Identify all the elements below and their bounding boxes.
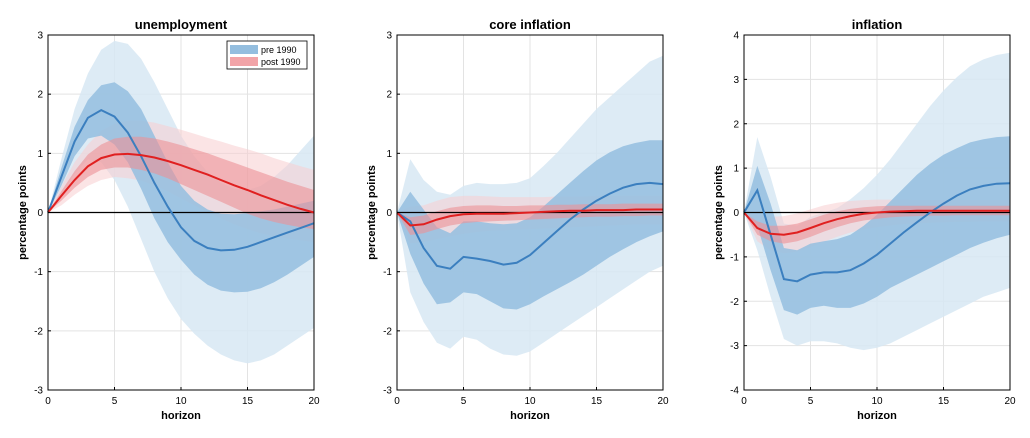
series-line-pre-1990 [47,108,315,252]
y-tick-label: 3 [37,31,43,42]
series-line-pre-1990 [396,181,664,270]
y-tick-label: 1 [386,149,392,160]
chart-panel-0: 0 5 10 15 20 -3 -2 -1 0 1 2 3 unemployment horizon per… [17,17,320,422]
x-tick-label: 10 [871,396,883,407]
y-tick-label: 2 [37,90,43,101]
x-tick-label: 15 [938,396,950,407]
chart-title: core inflation [489,17,571,32]
y-axis-label: percentage points [17,165,29,260]
band-inner-post-1990 [48,136,314,230]
chart-panel-2: 0 5 10 15 20 -4 -3 -2 -1 0 1 2 3 4 inflation horizon per… [713,17,1016,422]
chart-title: unemployment [135,17,228,32]
y-tick-label: 3 [733,75,739,86]
x-axis-label: horizon [857,410,897,422]
y-axis-label: percentage points [366,165,378,260]
x-tick-label: 20 [308,396,320,407]
y-tick-label: 4 [733,31,739,42]
y-tick-label: 0 [386,208,392,219]
y-tick-label: 2 [386,90,392,101]
legend-label: pre 1990 [261,45,297,55]
series-line-post-1990 [743,209,1010,236]
legend: pre 1990 post 1990 [226,40,308,70]
series-line-post-1990 [396,208,663,227]
legend-label: post 1990 [261,57,301,67]
legend-swatch-pre-1990 [230,45,258,54]
y-tick-label: -4 [730,386,739,397]
x-axis-label: horizon [510,410,550,422]
band-inner-post-1990 [744,205,1010,244]
y-tick-label: 1 [37,149,43,160]
x-tick-label: 20 [657,396,669,407]
y-tick-label: -1 [383,267,392,278]
y-tick-label: -2 [34,326,43,337]
x-tick-label: 5 [461,396,467,407]
chart-title: inflation [852,17,903,32]
band-inner-post-1990 [397,203,663,235]
y-tick-label: 0 [733,208,739,219]
x-tick-label: 5 [808,396,814,407]
y-tick-label: 3 [386,31,392,42]
x-tick-label: 10 [175,396,187,407]
x-tick-label: 0 [394,396,400,407]
x-tick-label: 15 [591,396,603,407]
x-tick-label: 20 [1004,396,1016,407]
band-inner-pre-1990 [397,140,663,310]
y-tick-label: 2 [733,119,739,130]
y-tick-label: -1 [730,252,739,263]
y-tick-label: -3 [34,386,43,397]
y-tick-label: -3 [383,386,392,397]
x-tick-label: 10 [524,396,536,407]
y-tick-label: -2 [383,326,392,337]
y-tick-label: 1 [733,164,739,175]
series-line-pre-1990 [743,182,1011,283]
y-axis-label: percentage points [713,165,725,260]
band-inner-pre-1990 [48,82,314,293]
y-tick-label: -2 [730,297,739,308]
legend-swatch-post-1990 [230,57,258,66]
chart-panel-1: 0 5 10 15 20 -3 -2 -1 0 1 2 3 core inflation horizon p… [366,17,669,422]
band-inner-pre-1990 [744,136,1010,315]
x-tick-label: 0 [45,396,51,407]
x-tick-label: 5 [112,396,118,407]
series-line-post-1990 [47,152,315,214]
x-tick-label: 15 [242,396,254,407]
y-tick-label: 0 [37,208,43,219]
x-tick-label: 0 [741,396,747,407]
y-tick-label: -3 [730,341,739,352]
x-axis-label: horizon [161,410,201,422]
y-tick-label: -1 [34,267,43,278]
